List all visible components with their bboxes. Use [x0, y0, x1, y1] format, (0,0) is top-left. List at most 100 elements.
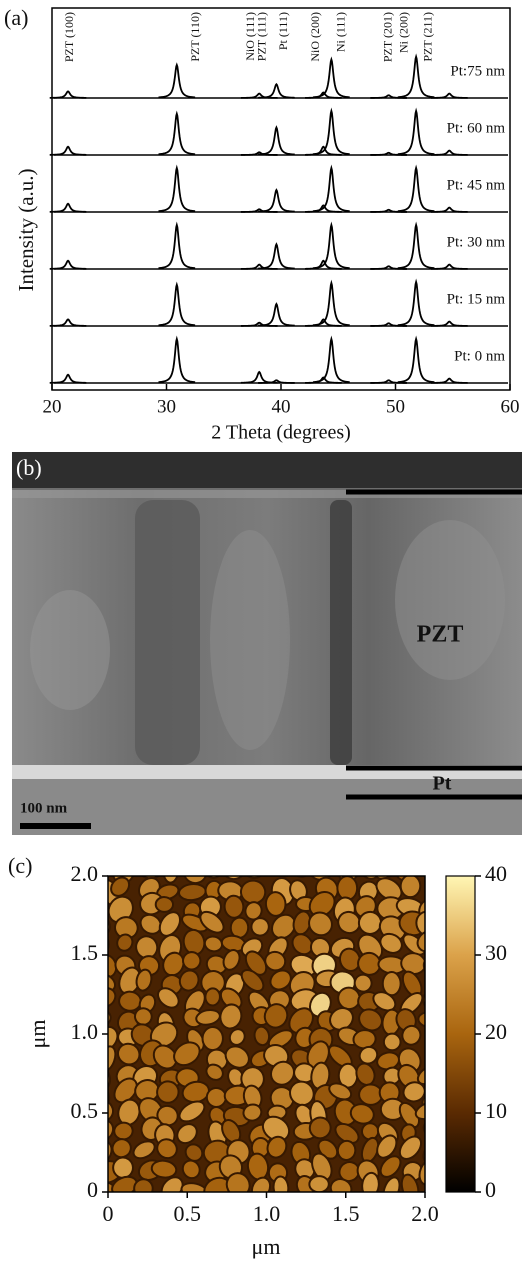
grain [264, 950, 287, 972]
grain [152, 1044, 178, 1070]
peak [49, 318, 87, 327]
grain [219, 987, 243, 1010]
grain [308, 890, 336, 918]
peak [397, 53, 435, 99]
grain [379, 1155, 402, 1178]
peak [158, 62, 196, 99]
panel-label: (c) [8, 853, 32, 878]
grain [135, 968, 153, 992]
legend-label: Pt: 0 nm [454, 348, 505, 364]
grain [399, 876, 422, 899]
grain [158, 911, 182, 937]
x-tick-label: 2.0 [411, 1201, 439, 1226]
grain [112, 1156, 134, 1179]
peak [305, 259, 342, 270]
grain [400, 1173, 420, 1192]
panel-label: (b) [16, 455, 42, 480]
grain [228, 1028, 246, 1046]
grain [224, 1045, 250, 1069]
peak [305, 318, 342, 327]
peak [397, 335, 435, 384]
grain [263, 1003, 289, 1029]
legend-label: Pt: 60 nm [447, 120, 506, 136]
grain [157, 987, 180, 1009]
grain [291, 933, 314, 956]
grain [261, 1115, 291, 1142]
grain [180, 1182, 209, 1192]
grain [204, 987, 221, 1007]
colorbar-tick-label: 10 [485, 1098, 507, 1123]
peak [240, 263, 278, 270]
grain [111, 1138, 132, 1159]
y-axis-label: μm [25, 1020, 50, 1049]
grain [329, 1178, 353, 1192]
peak [258, 242, 295, 270]
grain [349, 1103, 375, 1125]
x-tick-label: 30 [157, 396, 176, 417]
grain [113, 1077, 138, 1104]
grain [253, 1025, 271, 1047]
peak [240, 92, 278, 99]
peak [240, 151, 278, 156]
y-tick-label: 1.0 [71, 1019, 99, 1044]
grain [222, 876, 247, 881]
x-tick-label: 20 [43, 396, 62, 417]
colorbar-tick-label: 20 [485, 1019, 507, 1044]
grain [240, 969, 265, 992]
grain [360, 876, 383, 880]
grain [222, 949, 241, 971]
peak [430, 377, 468, 384]
peak [430, 206, 468, 213]
peak [370, 94, 407, 99]
grain [382, 1032, 402, 1052]
peak [397, 107, 435, 156]
peak-label: PZT (100) [62, 12, 76, 62]
grain [426, 1028, 446, 1047]
grain [379, 932, 403, 954]
grain [357, 951, 382, 976]
peak [49, 90, 87, 99]
grain [358, 1045, 379, 1065]
peak [305, 204, 342, 213]
peak [240, 208, 278, 213]
grain [376, 1134, 398, 1159]
grain [184, 1143, 204, 1162]
grain [250, 1176, 272, 1192]
grain [156, 1138, 178, 1160]
grain [372, 991, 397, 1012]
grain [266, 1135, 288, 1159]
peak [158, 164, 196, 213]
x-tick-label: 0.5 [174, 1201, 202, 1226]
peak [305, 145, 342, 156]
peak [397, 164, 435, 213]
x-tick-label: 1.0 [253, 1201, 281, 1226]
grain [182, 876, 208, 885]
colorbar-tick-label: 0 [485, 1177, 496, 1202]
grain [308, 911, 333, 937]
peak [258, 188, 295, 213]
grain [422, 1119, 425, 1139]
peak [240, 321, 278, 327]
legend-label: Pt:75 nm [450, 63, 505, 79]
peak-label: PZT (201) [380, 12, 394, 62]
x-tick-label: 60 [501, 396, 520, 417]
grain [291, 876, 312, 878]
grain [108, 1118, 115, 1142]
grain [162, 876, 180, 884]
grain [288, 1007, 314, 1034]
grain [225, 1172, 251, 1192]
grain [415, 910, 425, 938]
grain [271, 913, 297, 940]
x-tick-label: 1.5 [332, 1201, 360, 1226]
grain [336, 876, 359, 902]
peak [312, 221, 350, 270]
peak-label: Pt (111) [276, 12, 290, 50]
grain [108, 1064, 112, 1090]
grain [421, 876, 425, 877]
grain [108, 987, 117, 1009]
peak [430, 149, 468, 156]
layer-label: Pt [433, 773, 452, 795]
legend-label: Pt: 45 nm [447, 177, 506, 193]
grain [178, 969, 200, 992]
